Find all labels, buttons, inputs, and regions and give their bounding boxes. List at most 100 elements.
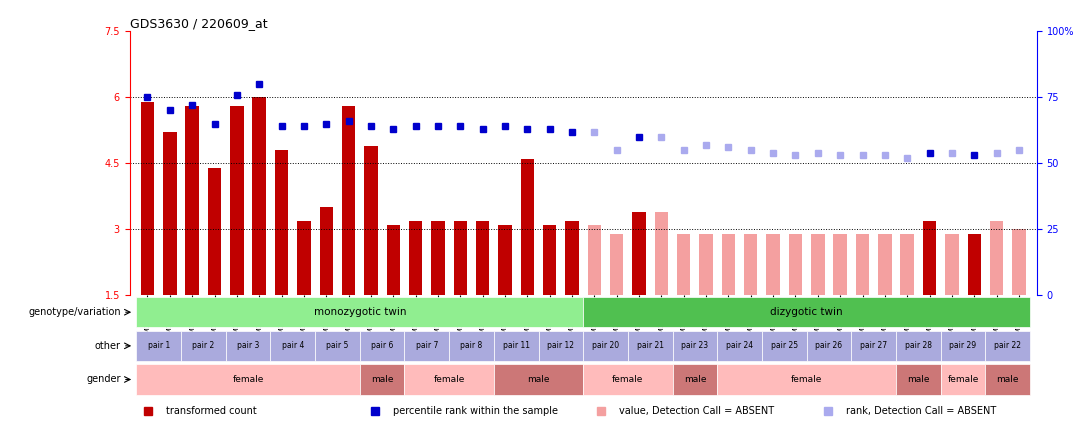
Bar xyxy=(521,159,534,295)
FancyBboxPatch shape xyxy=(449,331,494,361)
Bar xyxy=(588,225,602,295)
Bar xyxy=(543,225,556,295)
FancyBboxPatch shape xyxy=(583,365,673,395)
FancyBboxPatch shape xyxy=(673,365,717,395)
Text: value, Detection Call = ABSENT: value, Detection Call = ABSENT xyxy=(620,406,774,416)
Bar xyxy=(320,207,333,295)
Bar xyxy=(700,234,713,295)
Text: pair 25: pair 25 xyxy=(771,341,798,350)
FancyBboxPatch shape xyxy=(717,365,896,395)
Bar xyxy=(387,225,400,295)
Bar xyxy=(342,106,355,295)
FancyBboxPatch shape xyxy=(896,331,941,361)
FancyBboxPatch shape xyxy=(851,331,896,361)
Text: pair 6: pair 6 xyxy=(370,341,393,350)
Bar xyxy=(945,234,959,295)
Text: pair 24: pair 24 xyxy=(726,341,753,350)
Bar xyxy=(968,234,981,295)
Bar xyxy=(990,221,1003,295)
Text: pair 5: pair 5 xyxy=(326,341,349,350)
Text: monozygotic twin: monozygotic twin xyxy=(313,307,406,317)
Bar xyxy=(610,234,623,295)
FancyBboxPatch shape xyxy=(673,331,717,361)
FancyBboxPatch shape xyxy=(404,365,494,395)
FancyBboxPatch shape xyxy=(136,365,360,395)
Bar xyxy=(811,234,824,295)
Text: genotype/variation: genotype/variation xyxy=(28,307,121,317)
Bar xyxy=(744,234,757,295)
Text: pair 2: pair 2 xyxy=(192,341,215,350)
Bar xyxy=(498,225,512,295)
FancyBboxPatch shape xyxy=(181,331,226,361)
Text: male: male xyxy=(370,375,393,384)
Text: rank, Detection Call = ABSENT: rank, Detection Call = ABSENT xyxy=(847,406,997,416)
Text: other: other xyxy=(95,341,121,351)
Text: pair 26: pair 26 xyxy=(815,341,842,350)
Text: pair 7: pair 7 xyxy=(416,341,438,350)
Text: percentile rank within the sample: percentile rank within the sample xyxy=(393,406,557,416)
FancyBboxPatch shape xyxy=(315,331,360,361)
Text: pair 22: pair 22 xyxy=(995,341,1022,350)
FancyBboxPatch shape xyxy=(807,331,851,361)
FancyBboxPatch shape xyxy=(494,331,539,361)
Text: transformed count: transformed count xyxy=(166,406,257,416)
Text: female: female xyxy=(947,375,978,384)
Text: pair 12: pair 12 xyxy=(548,341,575,350)
FancyBboxPatch shape xyxy=(627,331,673,361)
Bar xyxy=(274,150,288,295)
Text: pair 11: pair 11 xyxy=(502,341,529,350)
FancyBboxPatch shape xyxy=(539,331,583,361)
Text: pair 23: pair 23 xyxy=(681,341,708,350)
FancyBboxPatch shape xyxy=(985,365,1030,395)
Text: pair 28: pair 28 xyxy=(905,341,932,350)
Bar xyxy=(633,212,646,295)
Bar xyxy=(855,234,869,295)
FancyBboxPatch shape xyxy=(985,331,1030,361)
FancyBboxPatch shape xyxy=(360,331,404,361)
Bar xyxy=(230,106,244,295)
Text: female: female xyxy=(232,375,264,384)
Bar xyxy=(140,102,154,295)
Bar xyxy=(922,221,936,295)
FancyBboxPatch shape xyxy=(226,331,270,361)
Bar xyxy=(565,221,579,295)
Bar xyxy=(878,234,892,295)
Text: pair 21: pair 21 xyxy=(637,341,664,350)
Text: GDS3630 / 220609_at: GDS3630 / 220609_at xyxy=(130,17,267,30)
Text: pair 20: pair 20 xyxy=(592,341,619,350)
FancyBboxPatch shape xyxy=(762,331,807,361)
Bar xyxy=(721,234,735,295)
FancyBboxPatch shape xyxy=(941,331,985,361)
Text: male: male xyxy=(527,375,550,384)
Text: pair 27: pair 27 xyxy=(860,341,888,350)
Bar xyxy=(1012,229,1026,295)
Bar xyxy=(186,106,199,295)
Text: gender: gender xyxy=(86,374,121,385)
FancyBboxPatch shape xyxy=(717,331,762,361)
FancyBboxPatch shape xyxy=(270,331,315,361)
Bar xyxy=(654,212,669,295)
Bar xyxy=(364,146,378,295)
Bar xyxy=(767,234,780,295)
Text: pair 8: pair 8 xyxy=(460,341,483,350)
Text: female: female xyxy=(433,375,464,384)
Text: male: male xyxy=(907,375,930,384)
Text: male: male xyxy=(684,375,706,384)
FancyBboxPatch shape xyxy=(136,297,583,327)
Text: male: male xyxy=(997,375,1020,384)
Bar xyxy=(454,221,467,295)
Bar xyxy=(834,234,847,295)
Bar xyxy=(431,221,445,295)
FancyBboxPatch shape xyxy=(136,331,181,361)
FancyBboxPatch shape xyxy=(494,365,583,395)
Text: female: female xyxy=(612,375,644,384)
Text: pair 3: pair 3 xyxy=(237,341,259,350)
Text: female: female xyxy=(791,375,822,384)
Bar xyxy=(901,234,914,295)
Text: dizygotic twin: dizygotic twin xyxy=(770,307,843,317)
Bar xyxy=(297,221,311,295)
Bar xyxy=(476,221,489,295)
Text: pair 4: pair 4 xyxy=(282,341,303,350)
Text: pair 29: pair 29 xyxy=(949,341,976,350)
FancyBboxPatch shape xyxy=(941,365,985,395)
